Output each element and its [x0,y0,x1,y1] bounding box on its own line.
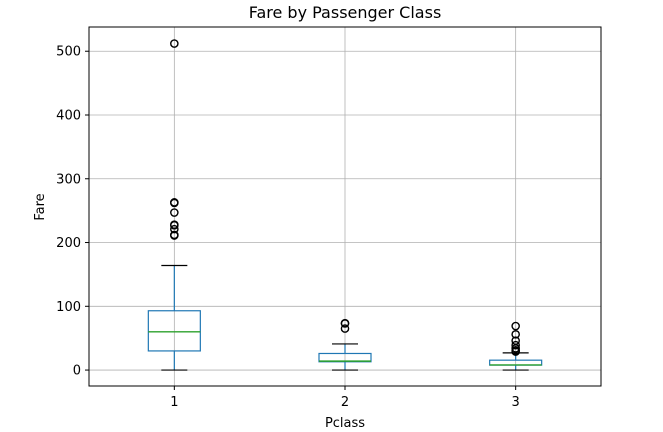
x-tick-label: 1 [170,395,178,410]
y-tick-label: 200 [56,236,81,251]
x-axis: 1 2 3 [170,386,520,410]
y-tick-label: 100 [56,300,81,315]
box-group-class-2 [318,318,372,371]
y-axis-label: Fare [33,193,48,220]
box-group-class-3 [489,321,543,371]
outlier-point [511,340,520,350]
y-tick-label: 300 [56,172,81,187]
outlier-point [170,198,179,207]
outlier-point [511,321,520,331]
y-tick-label: 400 [56,108,81,123]
box-group-class-1 [147,39,201,371]
y-axis: 0 100 200 300 400 500 [56,45,89,379]
box-series [147,39,543,371]
y-tick-label: 0 [73,364,81,379]
outlier-point [170,208,179,217]
outlier-point [170,220,179,229]
y-tick-label: 500 [56,45,81,60]
outlier-point [170,39,179,48]
outlier-point [511,336,520,346]
x-tick-label: 3 [512,395,520,410]
outlier-point [511,330,520,339]
outlier-point [170,230,179,240]
outlier-point [340,318,350,328]
outlier-point [340,324,350,333]
iqr-box [147,310,201,352]
x-tick-label: 2 [341,395,349,410]
outlier-point [170,224,179,234]
chart-title: Fare by Passenger Class [249,3,442,22]
x-axis-label: Pclass [325,416,365,431]
